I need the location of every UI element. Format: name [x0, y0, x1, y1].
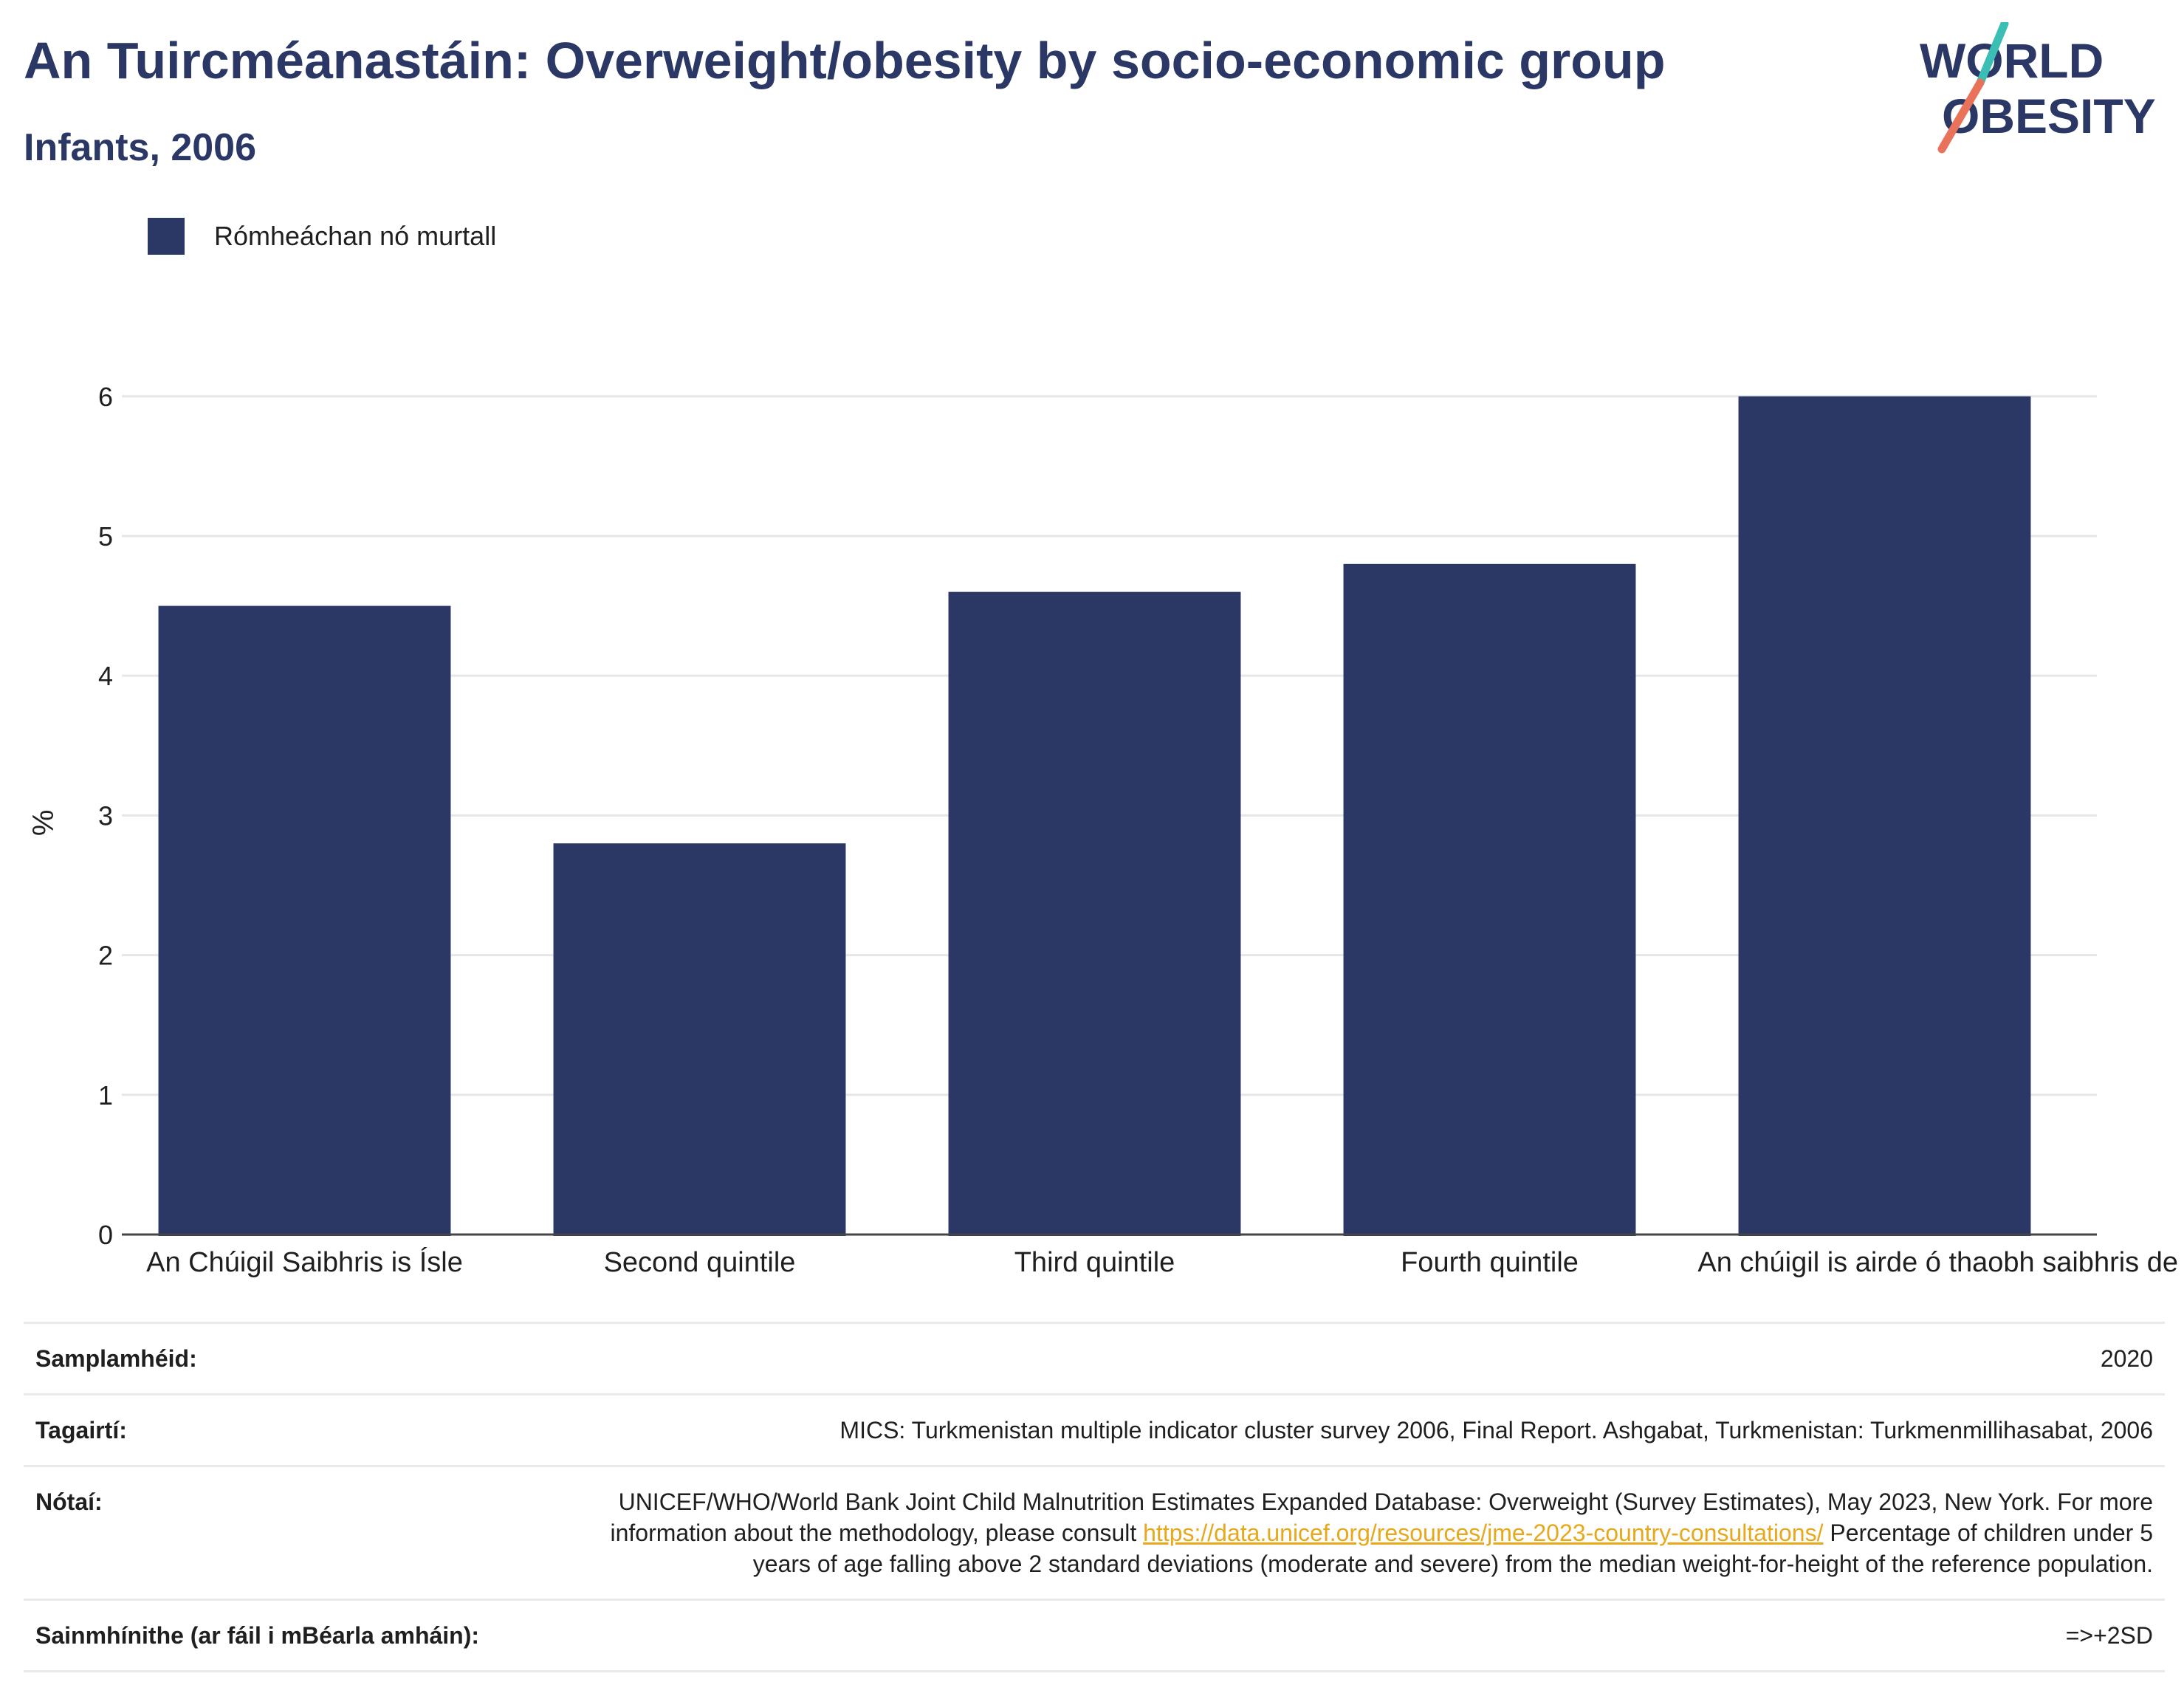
bar-chart: 0 1 2 3 4 5 6% An Chúigil Saibhris is Ísle Secon… [27, 382, 2178, 1278]
x-tick-label: An chúigil is airde ó thaobh saibhris de [1697, 1247, 2178, 1278]
y-tick-label: 1 [98, 1080, 113, 1110]
y-tick-label: 6 [98, 382, 113, 412]
logo-line1: WORLD [1920, 33, 2104, 88]
y-axis-label: % [27, 810, 60, 837]
meta-value: UNICEF/WHO/World Bank Joint Child Malnut… [602, 1486, 2153, 1579]
y-tick-label: 0 [98, 1220, 113, 1250]
y-tick-label: 3 [98, 800, 113, 831]
logo-line2: OBESITY [1942, 89, 2156, 143]
world-obesity-logo[interactable]: WORLD OBESITY [1920, 22, 2171, 155]
meta-label: Sainmhínithe (ar fáil i mBéarla amháin): [35, 1622, 480, 1649]
x-tick-label: Second quintile [604, 1247, 796, 1278]
x-tick-label: An Chúigil Saibhris is Ísle [146, 1246, 463, 1278]
notes-link[interactable]: https://data.unicef.org/resources/jme-20… [1143, 1520, 1824, 1546]
chart-subtitle: Infants, 2006 [24, 126, 257, 169]
bar [158, 605, 451, 1236]
logo-slash-top [1976, 22, 2009, 87]
bar [948, 591, 1241, 1236]
meta-row-notes: Nótaí: UNICEF/WHO/World Bank Joint Child… [24, 1465, 2165, 1599]
logo-slash-bottom [1937, 78, 1985, 154]
meta-row-definitions: Sainmhínithe (ar fáil i mBéarla amháin):… [24, 1599, 2165, 1672]
x-tick-label: Third quintile [1014, 1247, 1175, 1278]
bar [553, 843, 846, 1236]
bar [1343, 563, 1636, 1236]
meta-label: Nótaí: [35, 1489, 103, 1515]
y-tick-label: 2 [98, 941, 113, 971]
meta-value: MICS: Turkmenistan multiple indicator cl… [839, 1417, 2153, 1443]
legend-swatch [148, 218, 185, 255]
meta-value: =>+2SD [2065, 1622, 2153, 1649]
meta-label: Samplamhéid: [35, 1345, 197, 1372]
meta-row-references: Tagairtí: MICS: Turkmenistan multiple in… [24, 1393, 2165, 1465]
bar [1738, 396, 2031, 1236]
meta-label: Tagairtí: [35, 1417, 127, 1443]
chart-title: An Tuircméanastáin: Overweight/obesity b… [24, 32, 1666, 89]
y-tick-label: 4 [98, 661, 113, 691]
legend: Rómheáchan nó murtall [148, 218, 496, 255]
meta-row-sample-size: Samplamhéid: 2020 [24, 1322, 2165, 1393]
x-tick-label: Fourth quintile [1401, 1247, 1579, 1278]
legend-label: Rómheáchan nó murtall [214, 221, 497, 251]
meta-value: 2020 [2100, 1345, 2153, 1372]
notes-text-a: UNICEF/WHO/World Bank Joint Child Malnut… [610, 1489, 2153, 1546]
y-tick-label: 5 [98, 521, 113, 552]
notes-text-b: Percentage of children under 5 years of … [752, 1520, 2153, 1577]
metadata-table: Samplamhéid: 2020 Tagairtí: MICS: Turkme… [24, 1322, 2165, 1672]
